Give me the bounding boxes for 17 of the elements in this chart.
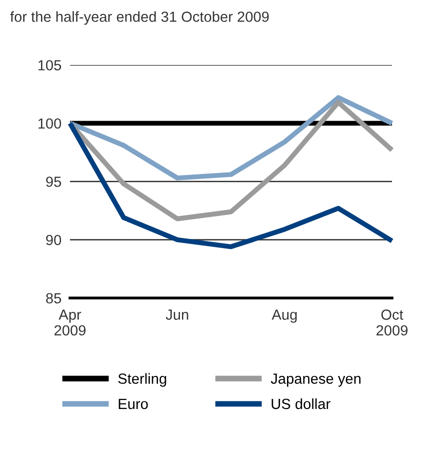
x-tick-label: Oct 2009 <box>376 309 408 336</box>
x-tick-label: Apr 2009 <box>54 310 86 336</box>
legend-label: Sterling <box>118 373 166 387</box>
y-tick-label: 105 <box>38 60 62 70</box>
legend-label: Japanese yen <box>270 374 360 387</box>
chart-title: for the half-year ended 31 October 2009 <box>10 11 269 25</box>
y-tick-label: 85 <box>46 293 62 304</box>
legend-label: Euro <box>118 398 148 410</box>
y-tick-label: 100 <box>38 118 62 129</box>
x-tick-label: Aug <box>272 310 297 323</box>
y-tick-label: 90 <box>46 234 62 246</box>
line-series <box>68 100 394 222</box>
line-series <box>68 95 394 180</box>
line-series <box>68 120 394 250</box>
legend-label: US dollar <box>272 398 330 410</box>
x-tick-label: Jun <box>166 310 188 320</box>
y-tick-label: 95 <box>46 176 62 187</box>
